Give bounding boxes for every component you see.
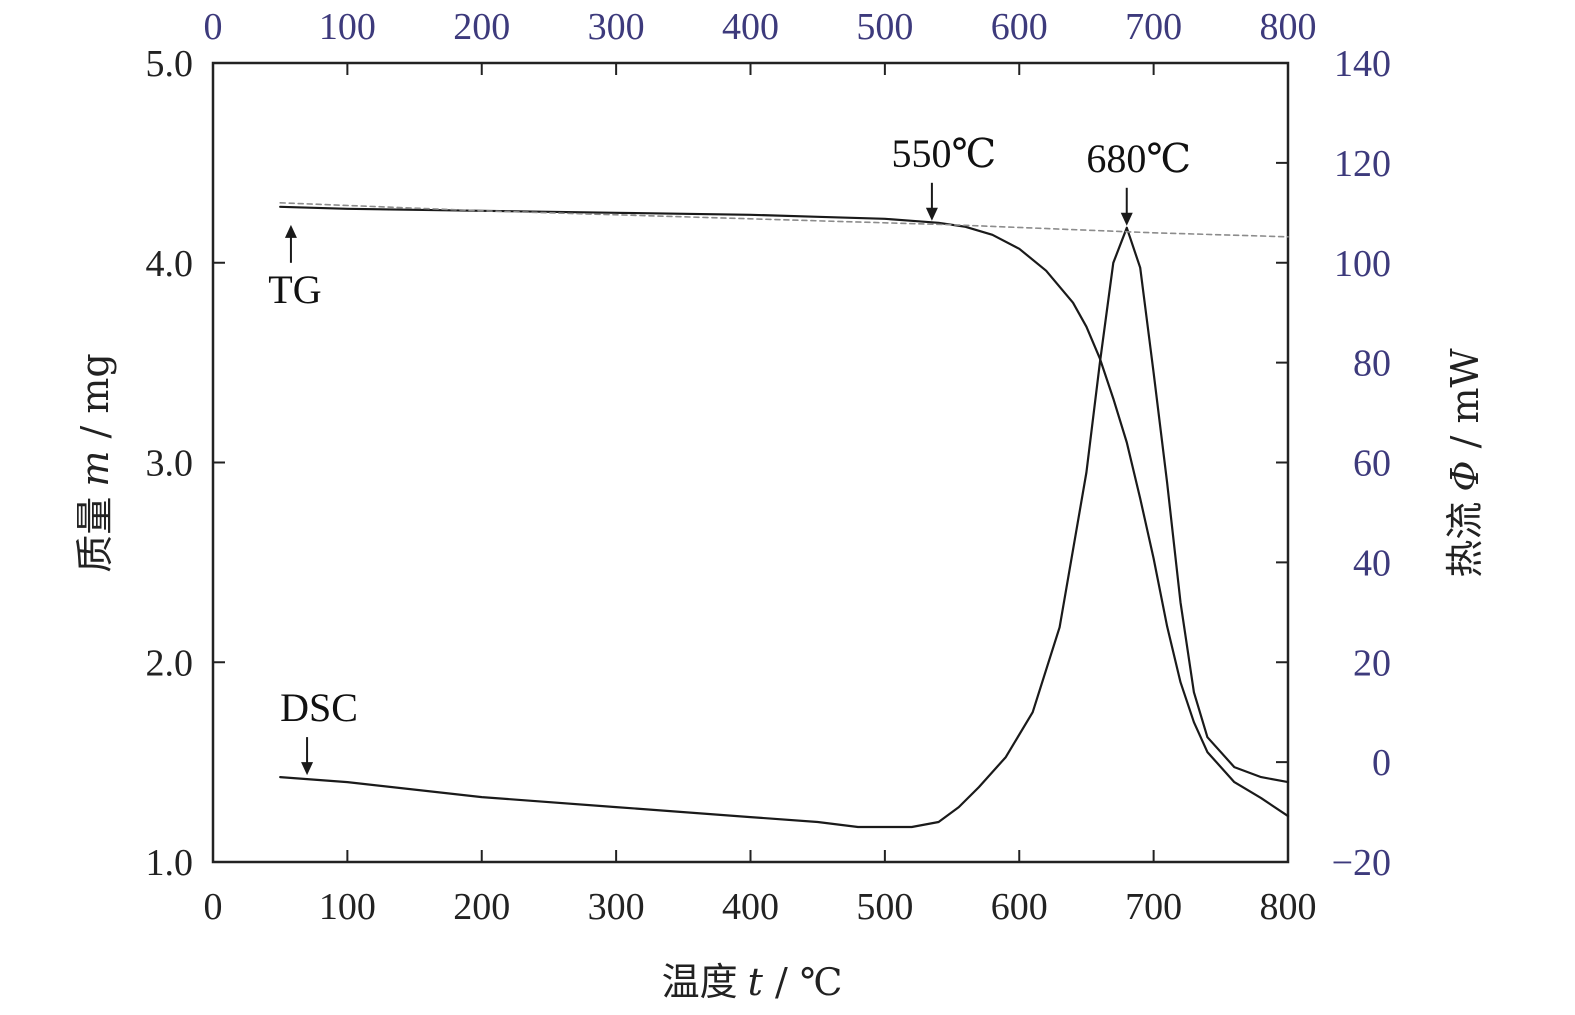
y-tick-label-right: 40: [1353, 542, 1391, 584]
y-axis-right-title: 热流Φ / mW: [1443, 348, 1487, 577]
x-tick-label-bottom: 400: [722, 886, 779, 928]
x-tick-label-top: 500: [856, 6, 913, 48]
y-tick-label-right: 80: [1353, 343, 1391, 385]
x-tick-label-top: 800: [1260, 6, 1317, 48]
y-tick-label-right: 20: [1353, 642, 1391, 684]
annotation-dsc-arrow-head: [301, 762, 314, 776]
x-tick-label-top: 700: [1125, 6, 1182, 48]
x-tick-label-top: 200: [453, 6, 510, 48]
annotation-tg-arrow-head: [284, 224, 297, 238]
y-tick-label-left: 1.0: [146, 842, 194, 884]
y-tick-label-right: 140: [1334, 43, 1391, 85]
annotation-550-arrow-head: [925, 207, 938, 221]
y-tick-label-right: 0: [1372, 742, 1391, 784]
y-axis-left-title: 质量m / mg: [73, 353, 117, 572]
y-tick-label-left: 3.0: [146, 443, 194, 485]
annotation-layer: 550℃ 680℃ TG DSC: [268, 131, 1191, 776]
annotation-tg-label: TG: [268, 267, 321, 312]
x-tick-label-bottom: 100: [319, 886, 376, 928]
series-layer: [279, 202, 1290, 829]
annotation-550-label: 550℃: [892, 131, 997, 176]
y-tick-label-left: 2.0: [146, 642, 194, 684]
plot-frame: [211, 61, 1290, 864]
x-tick-label-top: 600: [991, 6, 1048, 48]
y-tick-label-right: 100: [1334, 243, 1391, 285]
annotation-680-label: 680℃: [1086, 136, 1191, 181]
y-tick-label-right: 120: [1334, 143, 1391, 185]
x-tick-label-top: 100: [319, 6, 376, 48]
series-baseline: [279, 202, 1289, 238]
x-tick-label-bottom: 600: [991, 886, 1048, 928]
annotation-680-arrow-head: [1120, 212, 1133, 226]
y-tick-label-right: 60: [1353, 443, 1391, 485]
x-tick-label-bottom: 200: [453, 886, 510, 928]
x-tick-label-bottom: 800: [1260, 886, 1317, 928]
x-tick-label-bottom: 300: [588, 886, 645, 928]
x-tick-label-top: 300: [588, 6, 645, 48]
y-tick-label-left: 5.0: [146, 43, 194, 85]
series-dsc: [279, 226, 1290, 829]
y-tick-label-left: 4.0: [146, 243, 194, 285]
x-tick-label-top: 0: [204, 6, 223, 48]
series-tg: [279, 205, 1290, 818]
annotation-dsc-label: DSC: [280, 685, 358, 730]
x-tick-label-top: 400: [722, 6, 779, 48]
x-tick-label-bottom: 700: [1125, 886, 1182, 928]
x-tick-label-bottom: 0: [204, 886, 223, 928]
y-tick-label-right: −20: [1332, 842, 1391, 884]
x-tick-label-bottom: 500: [856, 886, 913, 928]
x-axis-title: 温度 t / ℃: [662, 960, 843, 1004]
